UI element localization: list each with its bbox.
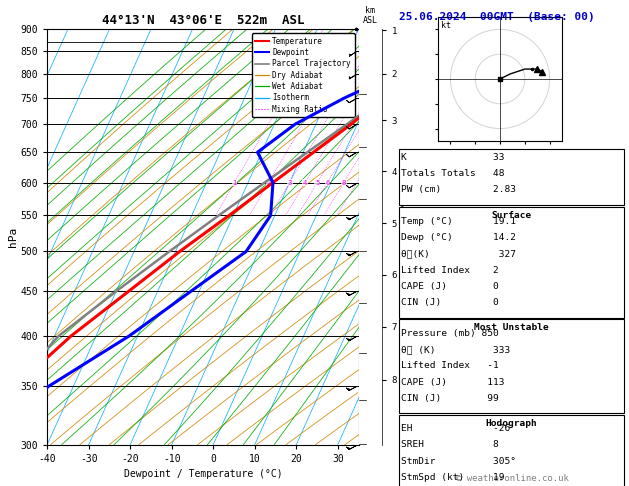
Text: CAPE (J)       113: CAPE (J) 113 <box>401 378 504 387</box>
Text: 4: 4 <box>303 179 307 186</box>
Bar <box>399 149 625 205</box>
Text: 2: 2 <box>267 179 271 186</box>
Text: 6: 6 <box>325 179 330 186</box>
Text: kt: kt <box>440 21 450 30</box>
Title: 44°13'N  43°06'E  522m  ASL: 44°13'N 43°06'E 522m ASL <box>102 14 304 27</box>
Text: Pressure (mb) 850: Pressure (mb) 850 <box>401 329 499 338</box>
Text: θᴇ(K)            327: θᴇ(K) 327 <box>401 249 516 258</box>
Text: Hodograph: Hodograph <box>486 418 537 428</box>
Text: StmDir          305°: StmDir 305° <box>401 457 516 466</box>
Text: CIN (J)        99: CIN (J) 99 <box>401 394 499 403</box>
Y-axis label: Mixing Ratio (g/kg): Mixing Ratio (g/kg) <box>403 190 411 284</box>
Text: SREH            8: SREH 8 <box>401 440 499 450</box>
Text: 25.06.2024  00GMT  (Base: 00): 25.06.2024 00GMT (Base: 00) <box>399 12 595 22</box>
Text: 1: 1 <box>232 179 237 186</box>
Text: CIN (J)         0: CIN (J) 0 <box>401 298 499 307</box>
Text: Totals Totals   48: Totals Totals 48 <box>401 169 504 178</box>
Bar <box>399 415 625 486</box>
Text: 5: 5 <box>315 179 320 186</box>
Text: 8: 8 <box>342 179 346 186</box>
Text: EH              -26: EH -26 <box>401 424 510 433</box>
Text: CAPE (J)        0: CAPE (J) 0 <box>401 282 499 291</box>
Text: StmSpd (kt)     19: StmSpd (kt) 19 <box>401 473 504 482</box>
Text: PW (cm)         2.83: PW (cm) 2.83 <box>401 185 516 194</box>
Legend: Temperature, Dewpoint, Parcel Trajectory, Dry Adiabat, Wet Adiabat, Isotherm, Mi: Temperature, Dewpoint, Parcel Trajectory… <box>252 33 355 117</box>
Text: km
ASL: km ASL <box>363 6 378 25</box>
Text: Dewp (°C)       14.2: Dewp (°C) 14.2 <box>401 233 516 242</box>
Text: 3: 3 <box>287 179 292 186</box>
Bar <box>399 319 625 413</box>
Text: Temp (°C)       19.1: Temp (°C) 19.1 <box>401 217 516 226</box>
Text: Surface: Surface <box>491 211 532 220</box>
Text: θᴇ (K)          333: θᴇ (K) 333 <box>401 345 510 354</box>
Text: K               33: K 33 <box>401 153 504 162</box>
Text: Most Unstable: Most Unstable <box>474 323 549 332</box>
Text: LCL: LCL <box>362 37 377 47</box>
Text: Lifted Index    2: Lifted Index 2 <box>401 265 499 275</box>
Text: Lifted Index   -1: Lifted Index -1 <box>401 362 499 370</box>
Y-axis label: hPa: hPa <box>8 227 18 247</box>
Text: © weatheronline.co.uk: © weatheronline.co.uk <box>456 473 569 483</box>
Bar <box>399 207 625 318</box>
X-axis label: Dewpoint / Temperature (°C): Dewpoint / Temperature (°C) <box>123 469 282 479</box>
